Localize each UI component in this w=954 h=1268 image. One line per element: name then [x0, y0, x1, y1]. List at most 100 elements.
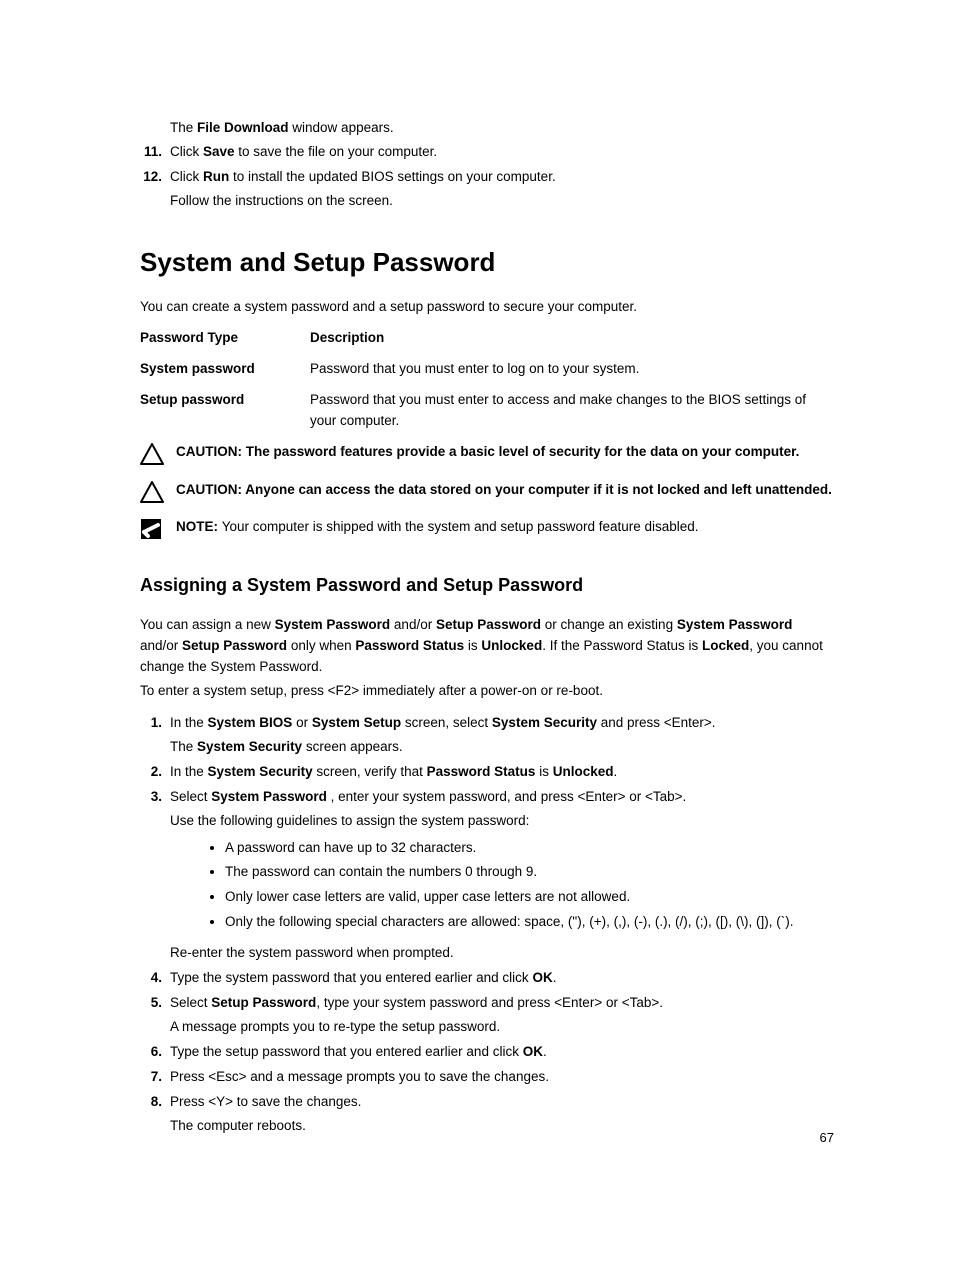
bold-text: OK	[523, 1044, 543, 1059]
text: to install the updated BIOS settings on …	[229, 169, 555, 184]
text: The password features provide a basic le…	[246, 444, 800, 459]
heading-assigning: Assigning a System Password and Setup Pa…	[140, 572, 834, 600]
text: Type the system password that you entere…	[170, 970, 532, 985]
caution-text: CAUTION: Anyone can access the data stor…	[176, 480, 834, 501]
caution-1: CAUTION: The password features provide a…	[140, 442, 834, 472]
bold-text: Password Status	[355, 638, 464, 653]
bold-text: Setup Password	[182, 638, 287, 653]
text: Click	[170, 144, 203, 159]
bold-text: File Download	[197, 120, 289, 135]
cell-type: System password	[140, 359, 310, 380]
step-6: 6. Type the setup password that you ente…	[170, 1042, 834, 1063]
cell-type: Setup password	[140, 390, 310, 432]
step-1: 1. In the System BIOS or System Setup sc…	[170, 713, 834, 758]
list-item: Only the following special characters ar…	[225, 912, 834, 933]
text: screen appears.	[302, 739, 403, 754]
step-number: 6.	[140, 1042, 162, 1063]
text: is	[464, 638, 481, 653]
text: or	[292, 715, 312, 730]
bold-text: System Password	[275, 617, 391, 632]
note: NOTE: Your computer is shipped with the …	[140, 517, 834, 547]
bold-text: System Security	[208, 764, 313, 779]
step-12: 12. Click Run to install the updated BIO…	[170, 167, 834, 212]
step-number: 11.	[140, 142, 162, 163]
note-icon	[140, 518, 164, 547]
step-number: 4.	[140, 968, 162, 989]
text: . If the Password Status is	[542, 638, 702, 653]
text: screen, verify that	[313, 764, 427, 779]
label: CAUTION:	[176, 482, 245, 497]
cell-desc: Password that you must enter to log on t…	[310, 359, 834, 380]
list-item: Only lower case letters are valid, upper…	[225, 887, 834, 908]
text: Follow the instructions on the screen.	[170, 191, 834, 212]
bold-text: Save	[203, 144, 235, 159]
step-3: 3. Select System Password , enter your s…	[170, 787, 834, 964]
step-8: 8. Press <Y> to save the changes. The co…	[170, 1092, 834, 1137]
sub-line: A message prompts you to re-type the set…	[170, 1017, 834, 1038]
table-header-row: Password Type Description	[140, 328, 834, 349]
text: Select	[170, 789, 211, 804]
text: Your computer is shipped with the system…	[222, 519, 699, 534]
assign-steps-list: 1. In the System BIOS or System Setup sc…	[140, 713, 834, 1137]
text: window appears.	[289, 120, 394, 135]
table-row: System password Password that you must e…	[140, 359, 834, 380]
text: or change an existing	[541, 617, 677, 632]
step-number: 12.	[140, 167, 162, 188]
list-item: The password can contain the numbers 0 t…	[225, 862, 834, 883]
text: Select	[170, 995, 211, 1010]
text: .	[613, 764, 617, 779]
label: NOTE:	[176, 519, 222, 534]
bold-text: Locked	[702, 638, 749, 653]
text: Type the setup password that you entered…	[170, 1044, 523, 1059]
prev-steps-list: The File Download window appears. 11. Cl…	[140, 118, 834, 212]
step-2: 2. In the System Security screen, verify…	[170, 762, 834, 783]
bold-text: System Security	[492, 715, 597, 730]
step-4: 4. Type the system password that you ent…	[170, 968, 834, 989]
text: In the	[170, 715, 208, 730]
text: .	[553, 970, 557, 985]
list-item: A password can have up to 32 characters.	[225, 838, 834, 859]
text: only when	[287, 638, 355, 653]
step-number: 8.	[140, 1092, 162, 1113]
text: , type your system password and press <E…	[316, 995, 663, 1010]
col-header-type: Password Type	[140, 328, 310, 349]
bold-text: System Password	[211, 789, 327, 804]
intro-paragraph: You can create a system password and a s…	[140, 297, 834, 318]
bold-text: Password Status	[427, 764, 536, 779]
text: You can assign a new	[140, 617, 275, 632]
document-page: The File Download window appears. 11. Cl…	[0, 0, 954, 1268]
step-number: 7.	[140, 1067, 162, 1088]
text: Anyone can access the data stored on you…	[245, 482, 832, 497]
text: The	[170, 120, 197, 135]
label: CAUTION:	[176, 444, 246, 459]
bold-text: System Security	[197, 739, 302, 754]
text: to save the file on your computer.	[235, 144, 438, 159]
bold-text: Setup Password	[211, 995, 316, 1010]
step-11: 11. Click Save to save the file on your …	[170, 142, 834, 163]
enter-setup-line: To enter a system setup, press <F2> imme…	[140, 681, 834, 702]
page-number: 67	[820, 1128, 834, 1148]
heading-system-setup-password: System and Setup Password	[140, 242, 834, 282]
text: .	[543, 1044, 547, 1059]
sub-line: The computer reboots.	[170, 1116, 834, 1137]
col-header-desc: Description	[310, 328, 834, 349]
bold-text: OK	[532, 970, 552, 985]
text: and press <Enter>.	[597, 715, 716, 730]
step-5: 5. Select Setup Password, type your syst…	[170, 993, 834, 1038]
step-number: 2.	[140, 762, 162, 783]
text: Press <Esc> and a message prompts you to…	[170, 1069, 549, 1084]
password-table: Password Type Description System passwor…	[140, 328, 834, 432]
sub-line: Use the following guidelines to assign t…	[170, 811, 834, 832]
bold-text: System Password	[677, 617, 793, 632]
caution-icon	[140, 443, 164, 472]
caution-icon	[140, 481, 164, 510]
bold-text: Unlocked	[553, 764, 614, 779]
text: and/or	[140, 638, 182, 653]
cell-desc: Password that you must enter to access a…	[310, 390, 834, 432]
step-number: 5.	[140, 993, 162, 1014]
caution-2: CAUTION: Anyone can access the data stor…	[140, 480, 834, 510]
text: Press <Y> to save the changes.	[170, 1094, 361, 1109]
text: and/or	[390, 617, 436, 632]
note-text: NOTE: Your computer is shipped with the …	[176, 517, 834, 538]
bold-text: Setup Password	[436, 617, 541, 632]
